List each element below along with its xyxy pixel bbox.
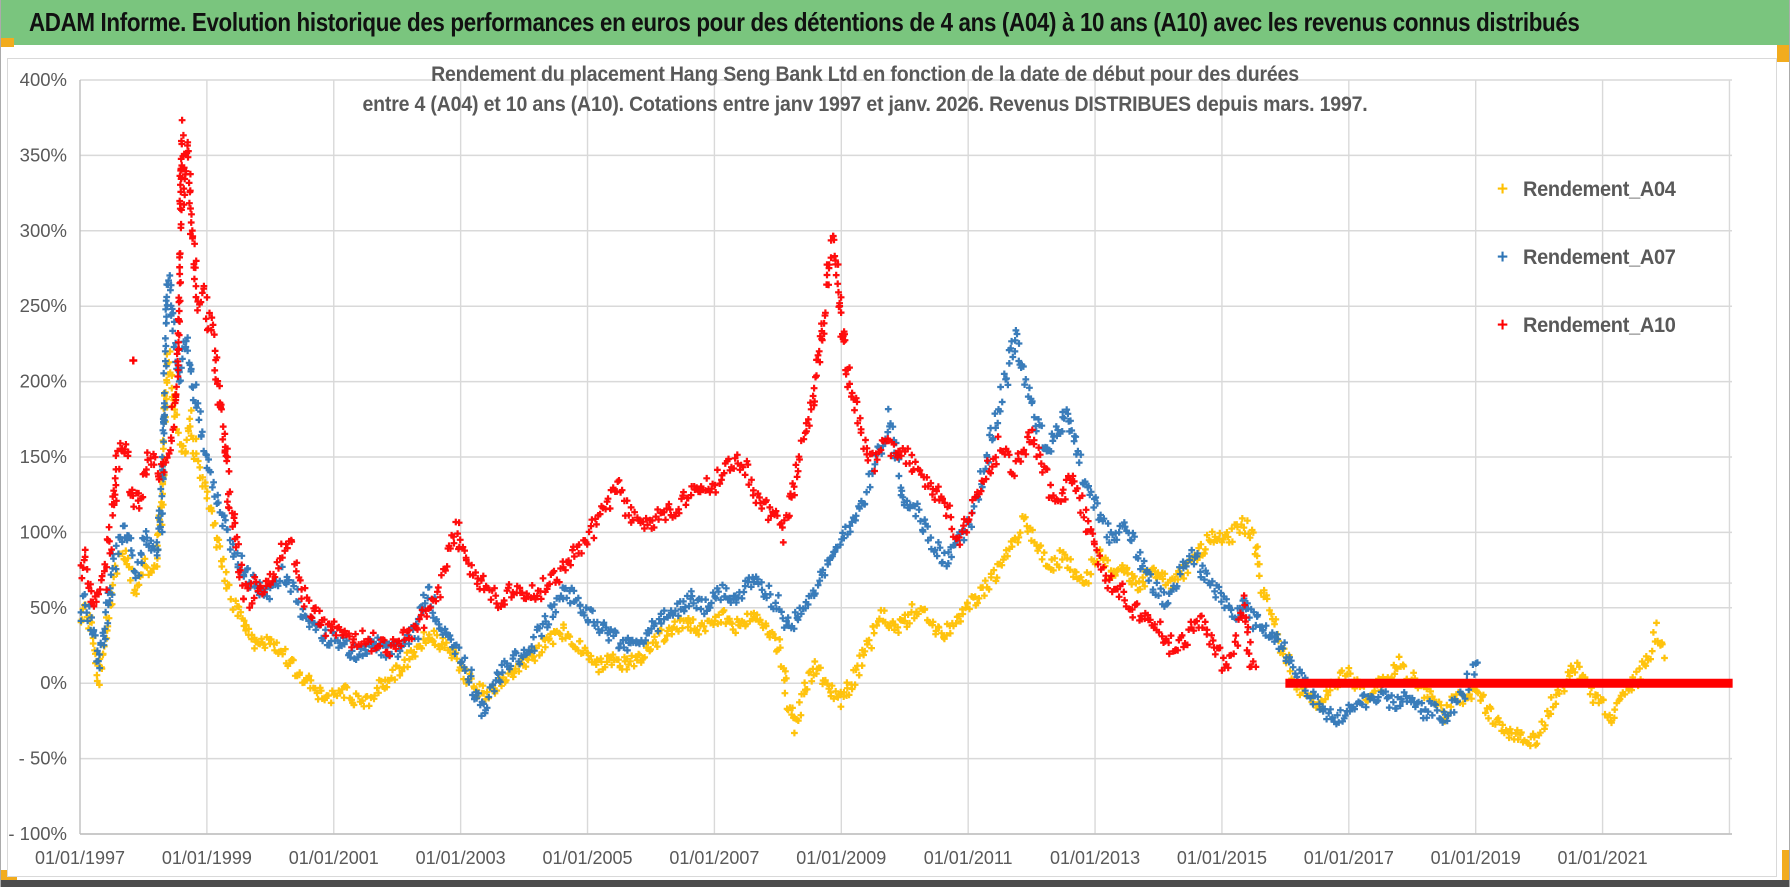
y-axis-tick-label: 50% <box>30 597 67 618</box>
outlier-marker <box>129 356 138 365</box>
legend-item-rendement-a04: + Rendement_A04 <box>1497 177 1684 203</box>
window-bottom-bar <box>1 880 1789 887</box>
x-axis-tick-label: 01/01/2019 <box>1431 848 1521 868</box>
y-axis-tick-label: 100% <box>20 521 67 542</box>
legend-item-rendement-a10: + Rendement_A10 <box>1497 313 1684 339</box>
y-axis-tick-label: 0% <box>40 672 67 693</box>
legend-label: Rendement_A07 <box>1523 246 1676 269</box>
x-axis-tick-label: 01/01/1997 <box>35 848 125 868</box>
x-axis-tick-label: 01/01/2011 <box>924 848 1013 868</box>
y-axis-tick-label: - 50% <box>19 748 67 769</box>
scatter-series-Rendement_A04 <box>77 348 1668 750</box>
y-axis-tick-label: 400% <box>20 69 67 90</box>
x-axis-tick-label: 01/01/2021 <box>1558 848 1648 868</box>
plus-marker-icon: + <box>1497 247 1509 268</box>
title-banner: ADAM Informe. Evolution historique des p… <box>1 0 1789 45</box>
x-axis-tick-label: 01/01/2017 <box>1304 848 1394 868</box>
y-axis-tick-label: 200% <box>20 371 67 392</box>
plus-marker-icon: + <box>1497 315 1509 336</box>
y-axis-tick-label: 250% <box>20 295 67 316</box>
x-axis-tick-label: 01/01/2001 <box>289 848 379 868</box>
chart-title-line2: entre 4 (A04) et 10 ans (A10). Cotations… <box>362 93 1368 116</box>
page-title: ADAM Informe. Evolution historique des p… <box>29 7 1580 37</box>
x-axis-tick-label: 01/01/2007 <box>669 848 759 868</box>
y-axis-tick-label: - 100% <box>8 823 67 844</box>
y-axis-tick-label: 300% <box>20 220 67 241</box>
frame-accent-top-right <box>1777 45 1789 62</box>
chart-title-line1: Rendement du placement Hang Seng Bank Lt… <box>431 63 1299 86</box>
legend-label: Rendement_A10 <box>1523 314 1676 337</box>
frame-accent-top-left <box>1 38 14 47</box>
x-axis-tick-label: 01/01/2013 <box>1050 848 1140 868</box>
frame-accent-bottom-right <box>1782 850 1789 880</box>
y-axis-tick-label: 350% <box>20 144 67 165</box>
legend-label: Rendement_A04 <box>1523 178 1676 201</box>
x-axis-tick-label: 01/01/2015 <box>1177 848 1267 868</box>
x-axis-tick-label: 01/01/2003 <box>416 848 506 868</box>
x-axis-tick-label: 01/01/1999 <box>162 848 252 868</box>
y-axis-tick-label: 150% <box>20 446 67 467</box>
scatter-series-Rendement_A10 <box>77 116 1260 674</box>
chart-frame <box>7 58 1777 877</box>
plus-marker-icon: + <box>1497 179 1509 200</box>
scatter-series-Rendement_A07 <box>77 272 1481 728</box>
x-axis-tick-label: 01/01/2005 <box>542 848 632 868</box>
legend-item-rendement-a07: + Rendement_A07 <box>1497 245 1684 271</box>
x-axis-tick-label: 01/01/2009 <box>796 848 886 868</box>
